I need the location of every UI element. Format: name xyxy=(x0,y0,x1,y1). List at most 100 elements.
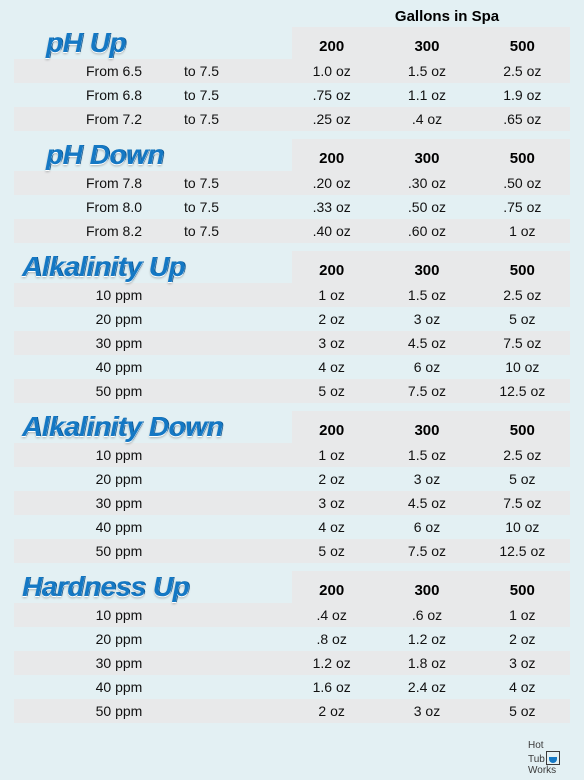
dose-value: 3 oz xyxy=(284,335,379,351)
dose-value: 5 oz xyxy=(475,703,570,719)
section: pH Up200300500From 6.5to 7.51.0 oz1.5 oz… xyxy=(14,27,570,131)
column-header: 500 xyxy=(475,144,570,171)
dose-value: 1.0 oz xyxy=(284,63,379,79)
table-row: From 6.5to 7.51.0 oz1.5 oz2.5 oz xyxy=(14,59,570,83)
table-row: 10 ppm1 oz1.5 oz2.5 oz xyxy=(14,443,570,467)
section: pH Down200300500From 7.8to 7.5.20 oz.30 … xyxy=(14,139,570,243)
row-label: 40 ppm xyxy=(14,519,284,535)
dose-value: 3 oz xyxy=(475,655,570,671)
row-label: 20 ppm xyxy=(14,631,284,647)
section-title: Alkalinity Up xyxy=(14,251,284,283)
section-title: Alkalinity Down xyxy=(14,411,284,443)
dose-value: 5 oz xyxy=(475,471,570,487)
dose-value: 4.5 oz xyxy=(379,495,474,511)
section-title: Hardness Up xyxy=(14,571,284,603)
dose-value: .20 oz xyxy=(284,175,379,191)
column-header: 500 xyxy=(475,32,570,59)
column-header: 300 xyxy=(379,576,474,603)
dose-value: 1.1 oz xyxy=(379,87,474,103)
row-label: 30 ppm xyxy=(14,655,284,671)
to-label: to 7.5 xyxy=(184,87,284,103)
section-header-row: pH Down200300500 xyxy=(14,139,570,171)
logo-line2: Tub xyxy=(528,754,545,765)
table-row: 30 ppm3 oz4.5 oz7.5 oz xyxy=(14,331,570,355)
column-header: 300 xyxy=(379,32,474,59)
dose-value: 2.5 oz xyxy=(475,63,570,79)
dose-value: 1.9 oz xyxy=(475,87,570,103)
dose-value: 2.5 oz xyxy=(475,287,570,303)
column-header: 200 xyxy=(284,416,379,443)
to-label: to 7.5 xyxy=(184,63,284,79)
dose-value: .75 oz xyxy=(475,199,570,215)
column-header: 300 xyxy=(379,416,474,443)
to-label: to 7.5 xyxy=(184,111,284,127)
dose-value: .65 oz xyxy=(475,111,570,127)
table-row: 10 ppm1 oz1.5 oz2.5 oz xyxy=(14,283,570,307)
row-label: 50 ppm xyxy=(14,383,284,399)
row-label: 10 ppm xyxy=(14,447,284,463)
from-label: From 6.8 xyxy=(14,87,184,103)
section-title: pH Up xyxy=(14,27,284,59)
table-row: 50 ppm2 oz3 oz5 oz xyxy=(14,699,570,723)
dose-value: 7.5 oz xyxy=(475,495,570,511)
from-label: From 8.2 xyxy=(14,223,184,239)
dose-value: 2 oz xyxy=(284,703,379,719)
column-header: 300 xyxy=(379,256,474,283)
dose-value: 3 oz xyxy=(379,471,474,487)
main-header: Gallons in Spa xyxy=(324,8,570,25)
dose-value: .6 oz xyxy=(379,607,474,623)
dose-value: 4 oz xyxy=(475,679,570,695)
dose-value: 1.2 oz xyxy=(284,655,379,671)
section-header-row: Hardness Up200300500 xyxy=(14,571,570,603)
section-header-row: Alkalinity Up200300500 xyxy=(14,251,570,283)
column-headers: 200300500 xyxy=(284,144,570,171)
dose-value: .60 oz xyxy=(379,223,474,239)
table-row: From 7.2to 7.5.25 oz.4 oz.65 oz xyxy=(14,107,570,131)
dose-value: 1.6 oz xyxy=(284,679,379,695)
dose-value: 1.5 oz xyxy=(379,447,474,463)
dose-value: .4 oz xyxy=(284,607,379,623)
logo-line1: Hot xyxy=(528,740,544,751)
dose-value: 10 oz xyxy=(475,519,570,535)
dose-value: 7.5 oz xyxy=(475,335,570,351)
dose-value: 2.4 oz xyxy=(379,679,474,695)
section-title: pH Down xyxy=(14,139,284,171)
column-headers: 200300500 xyxy=(284,32,570,59)
section: Hardness Up20030050010 ppm.4 oz.6 oz1 oz… xyxy=(14,571,570,723)
logo-icon xyxy=(546,751,560,765)
to-label: to 7.5 xyxy=(184,199,284,215)
dose-value: 1.5 oz xyxy=(379,63,474,79)
dose-value: .4 oz xyxy=(379,111,474,127)
dose-value: 1.5 oz xyxy=(379,287,474,303)
dose-value: 4 oz xyxy=(284,359,379,375)
section: Alkalinity Up20030050010 ppm1 oz1.5 oz2.… xyxy=(14,251,570,403)
to-label: to 7.5 xyxy=(184,223,284,239)
table-row: 20 ppm2 oz3 oz5 oz xyxy=(14,307,570,331)
column-header: 200 xyxy=(284,144,379,171)
table-row: 30 ppm3 oz4.5 oz7.5 oz xyxy=(14,491,570,515)
dose-value: 3 oz xyxy=(284,495,379,511)
dose-value: 3 oz xyxy=(379,311,474,327)
table-row: 30 ppm1.2 oz1.8 oz3 oz xyxy=(14,651,570,675)
table-row: From 7.8to 7.5.20 oz.30 oz.50 oz xyxy=(14,171,570,195)
dose-value: .8 oz xyxy=(284,631,379,647)
dose-value: 10 oz xyxy=(475,359,570,375)
row-label: 20 ppm xyxy=(14,471,284,487)
dose-value: 1 oz xyxy=(475,607,570,623)
row-label: 40 ppm xyxy=(14,359,284,375)
section-header-row: pH Up200300500 xyxy=(14,27,570,59)
dose-value: .40 oz xyxy=(284,223,379,239)
column-header: 200 xyxy=(284,256,379,283)
dose-value: .50 oz xyxy=(475,175,570,191)
dose-value: 2 oz xyxy=(284,311,379,327)
dose-value: .50 oz xyxy=(379,199,474,215)
table-row: 20 ppm.8 oz1.2 oz2 oz xyxy=(14,627,570,651)
section: Alkalinity Down20030050010 ppm1 oz1.5 oz… xyxy=(14,411,570,563)
dose-value: 4.5 oz xyxy=(379,335,474,351)
from-label: From 7.8 xyxy=(14,175,184,191)
dose-value: 3 oz xyxy=(379,703,474,719)
dose-value: 1 oz xyxy=(475,223,570,239)
table-row: From 6.8to 7.5.75 oz1.1 oz1.9 oz xyxy=(14,83,570,107)
dose-value: .25 oz xyxy=(284,111,379,127)
dose-value: 1 oz xyxy=(284,287,379,303)
